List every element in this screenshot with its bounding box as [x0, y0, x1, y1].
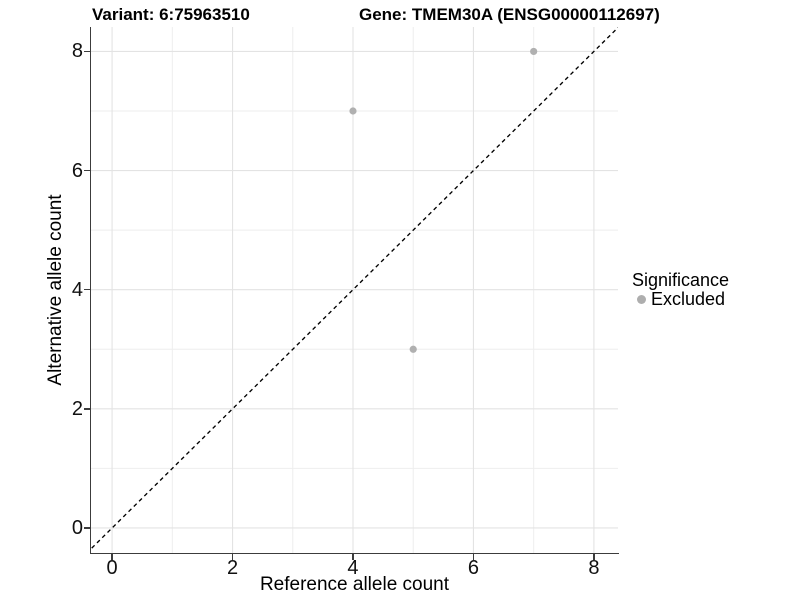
y-tick-mark: [84, 169, 90, 172]
y-tick-mark: [84, 288, 90, 291]
y-tick-mark: [84, 408, 90, 410]
y-axis-title: Alternative allele count: [45, 194, 66, 386]
y-tick-label: 4: [71, 278, 83, 301]
gene-title: Gene: TMEM30A (ENSG00000112697): [359, 5, 660, 24]
y-tick-mark: [84, 527, 90, 529]
data-point: [349, 107, 357, 115]
x-tick-mark: [231, 554, 234, 560]
variant-title: Variant: 6:75963510: [92, 5, 250, 24]
x-tick-mark: [593, 554, 595, 560]
x-tick-label: 2: [226, 557, 239, 579]
legend-title: Significance: [632, 270, 730, 290]
data-point: [530, 47, 538, 56]
y-tick-label: 6: [71, 159, 83, 182]
x-axis-line: [89, 552, 619, 554]
panel-canvas: [91, 27, 618, 553]
y-tick-mark: [84, 50, 90, 53]
x-tick-label: 6: [467, 557, 479, 579]
y-axis-line: [89, 27, 91, 554]
x-tick-mark: [111, 554, 113, 560]
x-tick-mark: [472, 554, 475, 560]
plot-panel: [91, 27, 618, 553]
x-tick-label: 8: [588, 557, 600, 579]
x-tick-label: 4: [347, 557, 359, 579]
legend-item-label: Excluded: [651, 289, 726, 309]
x-tick-mark: [352, 554, 354, 560]
y-tick-label: 2: [71, 397, 83, 420]
y-tick-label: 0: [71, 516, 83, 539]
y-tick-label: 8: [71, 40, 83, 63]
x-axis-title: Reference allele count: [259, 574, 450, 595]
x-tick-label: 0: [106, 557, 118, 579]
excluded-point-icon: [637, 295, 646, 304]
data-point: [409, 345, 417, 353]
